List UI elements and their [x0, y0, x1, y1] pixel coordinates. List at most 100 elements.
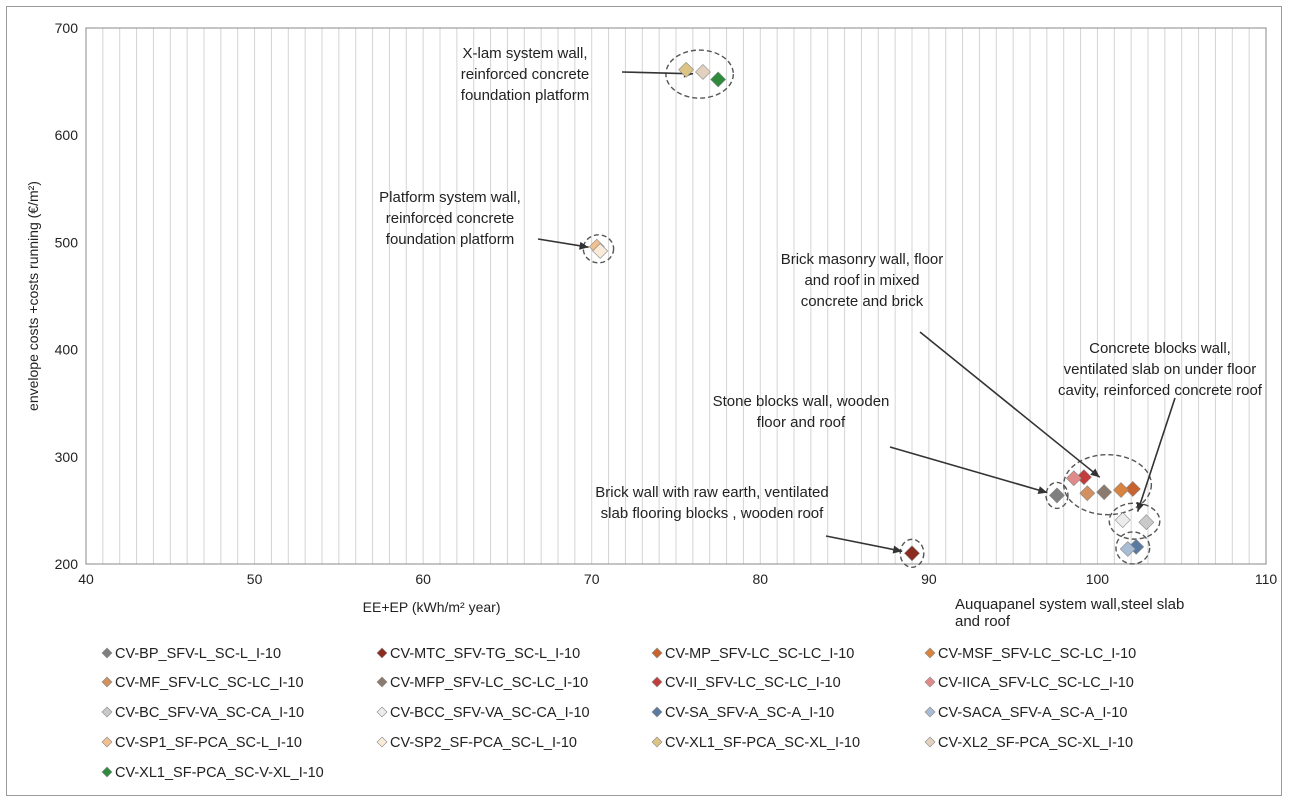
legend-label: CV-MFP_SFV-LC_SC-LC_I-10: [390, 675, 588, 691]
tick-labels: 40 50 60 70 80 90 100 110 200 300 400 500 600 700: [55, 20, 1278, 587]
annotation-arrow-line: [1136, 397, 1176, 512]
legend-marker: [101, 736, 113, 748]
legend-marker: [924, 647, 936, 659]
group-outline: [1115, 531, 1151, 565]
legend-label: CV-BC_SFV-VA_SC-CA_I-10: [115, 705, 304, 721]
legend-marker: [924, 676, 936, 688]
legend-marker: [376, 676, 388, 688]
x-tick-label: 40: [78, 571, 94, 587]
data-point: [1079, 485, 1096, 502]
x-tick-label: 60: [415, 571, 431, 587]
x-tick-label: 100: [1086, 571, 1110, 587]
data-point: [1119, 541, 1136, 557]
legend-label: CV-XL2_SF-PCA_SC-XL_I-10: [938, 735, 1133, 751]
y-tick-label: 200: [55, 556, 79, 572]
annotation-text: floor and roof: [757, 414, 846, 431]
legend-label: CV-SP1_SF-PCA_SC-L_I-10: [115, 735, 302, 751]
legend-label: CV-MP_SFV-LC_SC-LC_I-10: [665, 646, 854, 662]
x-tick-label: 110: [1255, 571, 1278, 587]
annotation-arrow-head: [1090, 468, 1100, 478]
annotation-text: reinforced concrete: [461, 66, 589, 83]
legend-marker: [101, 676, 113, 688]
x-tick-label: 90: [921, 571, 937, 587]
annotation-text: Brick wall with raw earth, ventilated: [595, 484, 828, 501]
data-point: [678, 61, 695, 78]
legend-label: CV-BCC_SFV-VA_SC-CA_I-10: [390, 705, 590, 721]
data-point: [1113, 482, 1129, 498]
data-point: [904, 545, 920, 562]
legend-label: CV-MSF_SFV-LC_SC-LC_I-10: [938, 646, 1136, 662]
legend-marker: [924, 736, 936, 748]
annotations: X-lam system wall, reinforced concrete fou…: [379, 45, 1263, 630]
annotation-arrow-line: [621, 71, 693, 75]
legend-label: CV-SACA_SFV-A_SC-A_I-10: [938, 705, 1127, 721]
group-outline: [1108, 502, 1161, 540]
annotation-arrow-head: [892, 545, 903, 554]
legend-marker: [376, 736, 388, 748]
annotation-text: and roof: [955, 613, 1011, 630]
annotation-arrow-line: [889, 446, 1048, 494]
y-tick-label: 700: [55, 20, 79, 36]
annotation-text: and roof in mixed: [804, 272, 919, 289]
annotation-arrows: [537, 69, 1176, 554]
annotation-text: Brick masonry wall, floor: [781, 251, 944, 268]
legend: CV-BP_SFV-L_SC-L_I-10 CV-MTC_SFV-TG_SC-L_…: [101, 646, 1136, 781]
legend-marker: [376, 706, 388, 718]
legend-marker: [376, 647, 388, 659]
legend-label: CV-IICA_SFV-LC_SC-LC_I-10: [938, 675, 1134, 691]
legend-label: CV-XL1_SF-PCA_SC-XL_I-10: [665, 735, 860, 751]
group-outline: [665, 49, 735, 99]
legend-label: CV-MTC_SFV-TG_SC-L_I-10: [390, 646, 580, 662]
legend-label: CV-SA_SFV-A_SC-A_I-10: [665, 705, 834, 721]
x-tick-label: 80: [752, 571, 768, 587]
x-tick-label: 50: [247, 571, 263, 587]
annotation-text: ventilated slab on under floor: [1064, 361, 1257, 378]
data-point: [1096, 484, 1113, 501]
data-point: [1049, 487, 1065, 504]
data-point: [592, 243, 609, 259]
y-tick-label: 500: [55, 234, 79, 250]
annotation-text: foundation platform: [386, 231, 514, 248]
annotation-text: foundation platform: [461, 87, 589, 104]
plot-area: [85, 27, 1267, 565]
data-point: [710, 71, 727, 88]
annotation-text: slab flooring blocks , wooden roof: [601, 505, 824, 522]
annotation-text: Auquapanel system wall,steel slab: [955, 596, 1184, 613]
data-points: [588, 61, 1155, 562]
legend-label: CV-II_SFV-LC_SC-LC_I-10: [665, 675, 841, 691]
legend-label: CV-SP2_SF-PCA_SC-L_I-10: [390, 735, 577, 751]
data-point: [1065, 470, 1082, 487]
group-outline: [899, 538, 925, 568]
legend-marker: [924, 706, 936, 718]
legend-marker: [651, 647, 663, 659]
y-axis-label: envelope costs +costs running (€/m²): [25, 181, 41, 411]
legend-label: CV-BP_SFV-L_SC-L_I-10: [115, 646, 281, 662]
annotation-text: Platform system wall,: [379, 189, 521, 206]
legend-marker: [651, 736, 663, 748]
annotation-arrow-head: [1037, 486, 1048, 494]
data-point: [1076, 469, 1092, 486]
annotation-text: Concrete blocks wall,: [1089, 340, 1231, 357]
annotation-text: cavity, reinforced concrete roof: [1058, 382, 1263, 399]
y-tick-label: 600: [55, 127, 79, 143]
legend-label: CV-MF_SFV-LC_SC-LC_I-10: [115, 675, 304, 691]
x-tick-label: 70: [584, 571, 600, 587]
data-point: [695, 64, 711, 80]
group-outline: [1063, 453, 1153, 516]
y-tick-label: 400: [55, 342, 79, 358]
data-point: [1124, 481, 1141, 497]
annotation-text: X-lam system wall,: [462, 45, 587, 62]
legend-label: CV-XL1_SF-PCA_SC-V-XL_I-10: [115, 765, 324, 781]
annotation-arrow-line: [825, 535, 903, 553]
data-point: [1114, 512, 1131, 528]
group-outline: [582, 234, 615, 264]
legend-marker: [101, 706, 113, 718]
chart-frame: [6, 6, 1282, 796]
annotation-text: concrete and brick: [801, 293, 924, 310]
legend-marker: [651, 706, 663, 718]
annotation-arrow-head: [1136, 501, 1145, 512]
y-tick-label: 300: [55, 449, 79, 465]
legend-marker: [101, 766, 113, 778]
annotation-arrow-head: [579, 241, 589, 250]
